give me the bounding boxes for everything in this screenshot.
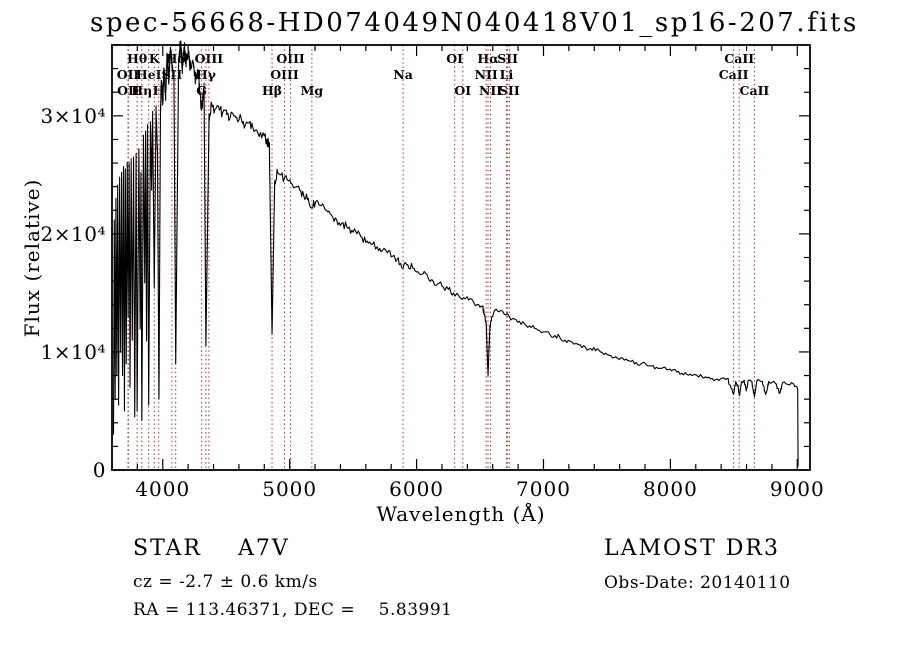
classification-text: STAR A7V [133, 536, 290, 561]
spectral-line-label: Na [393, 67, 413, 82]
spectral-line-label: OII [117, 83, 140, 98]
y-axis-title: Flux (relative) [20, 178, 44, 338]
y-tick-label: 3×10⁴ [40, 103, 106, 128]
spectral-line-label: CaII [739, 83, 770, 98]
x-tick-label: 5000 [262, 477, 318, 501]
spectral-line-label: H [152, 83, 165, 98]
spectral-line-label: SII [498, 83, 520, 98]
x-axis-title: Wavelength (Å) [376, 502, 546, 526]
spectral-line-label: Hη [131, 83, 153, 98]
spectral-line-label: OII [116, 67, 140, 82]
spectral-line-label: G [196, 83, 207, 98]
y-tick-label: 2×10⁴ [40, 221, 106, 246]
spectral-line-label: NII [479, 83, 503, 98]
spectrum-curve [112, 40, 799, 467]
x-tick-label: 4000 [135, 477, 191, 501]
spectral-line-label: Mg [300, 83, 324, 98]
spectral-line-label: Hγ [195, 67, 216, 82]
x-tick-label: 8000 [642, 477, 698, 501]
plot-title: spec-56668-HD074049N040418V01_sp16-207.f… [90, 8, 859, 38]
y-tick-label: 1×10⁴ [40, 339, 106, 364]
spectral-line-label: Hβ [261, 83, 283, 98]
spectral-line-label: OI [454, 83, 472, 98]
obs-date-text: Obs-Date: 20140110 [604, 573, 791, 593]
spectral-line-label: OIII [270, 67, 299, 82]
spectral-line-label: NII [474, 67, 498, 82]
x-tick-label: 6000 [389, 477, 445, 501]
x-tick-label: 9000 [769, 477, 825, 501]
radec-text: RA = 113.46371, DEC = 5.83991 [133, 600, 453, 620]
y-tick-label: 0 [92, 458, 106, 482]
x-tick-label: 7000 [516, 477, 571, 501]
spectral-line-label: CaII [718, 67, 749, 82]
cz-text: cz = -2.7 ± 0.6 km/s [133, 572, 318, 592]
survey-text: LAMOST DR3 [604, 536, 780, 561]
